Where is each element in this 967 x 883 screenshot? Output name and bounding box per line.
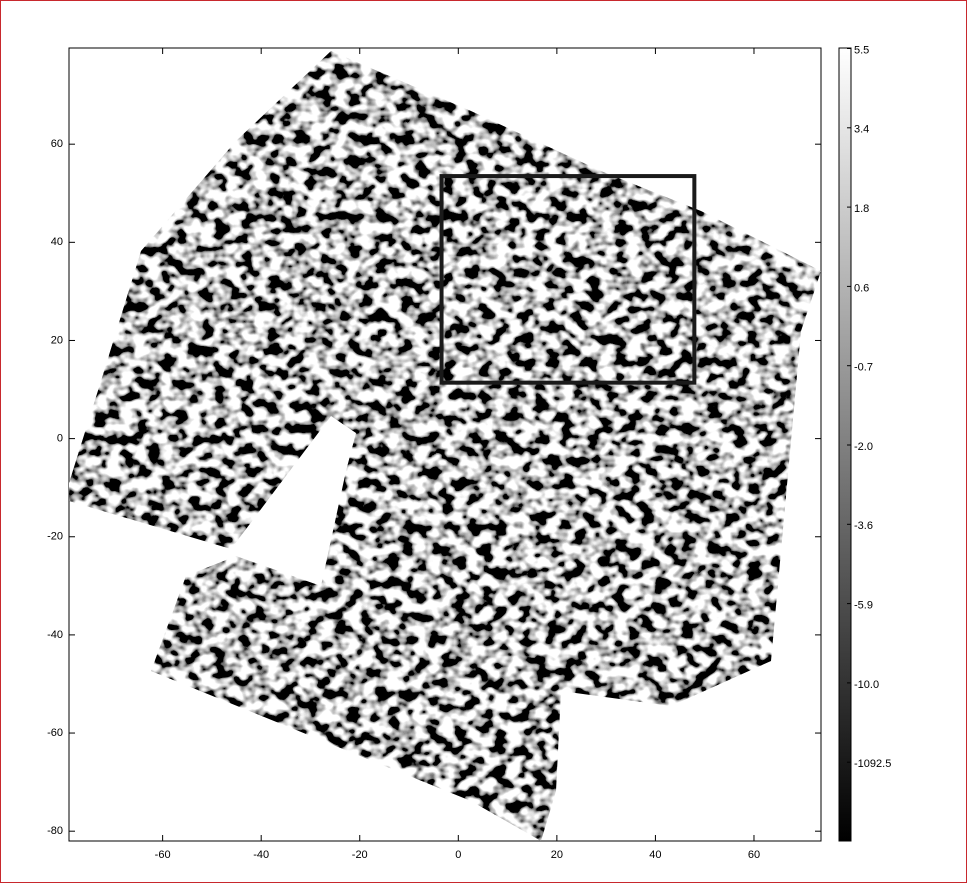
colorbar-tick-label: 0.6	[854, 282, 869, 294]
y-tick-label: -20	[47, 531, 63, 543]
x-tick-label: 20	[551, 849, 563, 861]
annotation-box	[439, 174, 697, 385]
y-tick-label: -80	[47, 825, 63, 837]
y-tick-label: 0	[57, 433, 63, 445]
x-tick-label: -20	[352, 849, 368, 861]
colorbar-tick-label: -1092.5	[854, 758, 891, 770]
colorbar-tick-label: 3.4	[854, 124, 869, 136]
y-tick-label: 60	[51, 138, 63, 150]
x-tick-label: -60	[155, 849, 171, 861]
x-tick-label: -40	[253, 849, 269, 861]
colorbar-tick-label: -0.7	[854, 362, 873, 374]
x-tick-label: 0	[455, 849, 461, 861]
colorbar-tick-label: 5.5	[854, 44, 869, 56]
colorbar-tick-label: -3.6	[854, 520, 873, 532]
y-tick-label: -60	[47, 727, 63, 739]
y-tick-label: 40	[51, 236, 63, 248]
x-tick-label: 60	[748, 849, 760, 861]
y-tick-label: -40	[47, 629, 63, 641]
y-tick-label: 20	[51, 334, 63, 346]
x-tick-label: 40	[649, 849, 661, 861]
colorbar-tick-label: 1.8	[854, 203, 869, 215]
colorbar-tick-label: -2.0	[854, 441, 873, 453]
colorbar-tick-label: -10.0	[854, 679, 879, 691]
colorbar-tick-label: -5.9	[854, 600, 873, 612]
